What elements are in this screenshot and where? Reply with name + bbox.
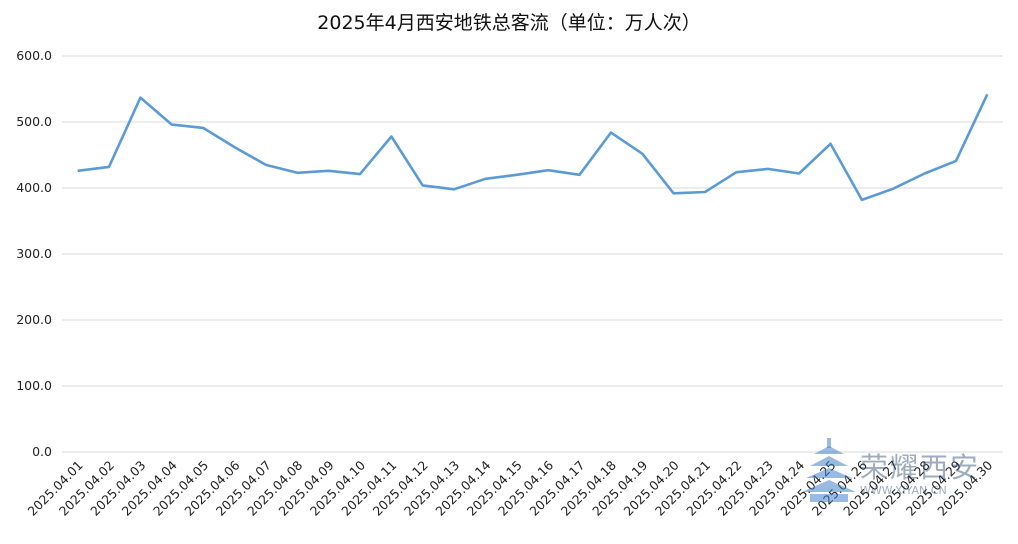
y-tick-label: 300.0	[16, 246, 52, 261]
series-line	[77, 93, 989, 202]
grid-lines	[62, 55, 1003, 453]
y-tick-label: 200.0	[16, 312, 52, 327]
watermark: 荣耀西安 WWW.XIYAN.CN	[800, 436, 1010, 536]
pagoda-logo-icon	[802, 438, 856, 502]
y-tick-label: 0.0	[32, 444, 52, 459]
watermark-text: 荣耀西安	[860, 451, 981, 484]
watermark-subtext: WWW.XIYAN.CN	[860, 484, 947, 497]
y-tick-label: 400.0	[16, 180, 52, 195]
series-layer	[77, 93, 989, 202]
y-axis-ticks: 0.0 100.0 200.0 300.0 400.0 500.0 600.0	[16, 48, 52, 459]
y-tick-label: 100.0	[16, 378, 52, 393]
chart-title: 2025年4月西安地铁总客流（单位：万人次）	[317, 12, 701, 34]
y-tick-label: 500.0	[16, 114, 52, 129]
y-tick-label: 600.0	[16, 48, 52, 63]
